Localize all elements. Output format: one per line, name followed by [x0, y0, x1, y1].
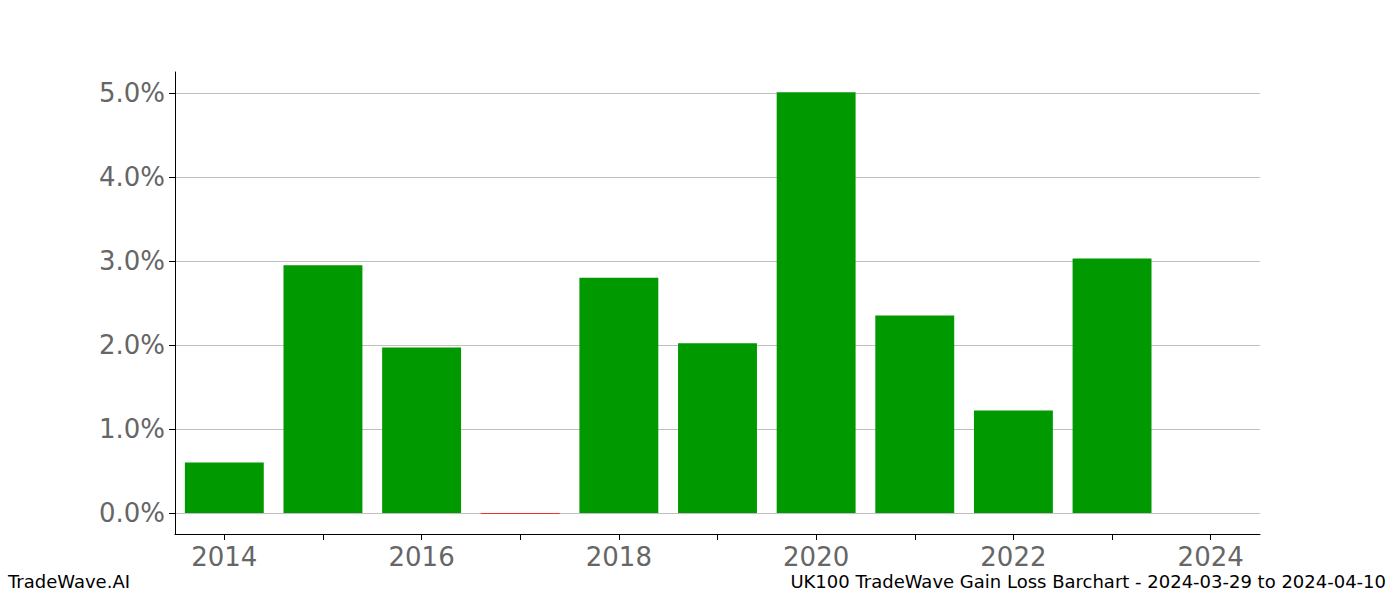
- svg-text:5.0%: 5.0%: [99, 78, 165, 108]
- svg-text:1.0%: 1.0%: [99, 414, 165, 444]
- svg-text:0.0%: 0.0%: [99, 498, 165, 528]
- svg-text:UK100 TradeWave Gain Loss Barc: UK100 TradeWave Gain Loss Barchart - 202…: [790, 571, 1386, 592]
- svg-text:2018: 2018: [586, 542, 652, 572]
- svg-text:4.0%: 4.0%: [99, 162, 165, 192]
- svg-text:2024: 2024: [1178, 542, 1244, 572]
- svg-text:2022: 2022: [980, 542, 1046, 572]
- svg-text:3.0%: 3.0%: [99, 246, 165, 276]
- svg-text:2020: 2020: [783, 542, 849, 572]
- svg-text:2.0%: 2.0%: [99, 330, 165, 360]
- svg-text:TradeWave.AI: TradeWave.AI: [7, 571, 130, 592]
- svg-text:2016: 2016: [389, 542, 455, 572]
- svg-text:2014: 2014: [191, 542, 257, 572]
